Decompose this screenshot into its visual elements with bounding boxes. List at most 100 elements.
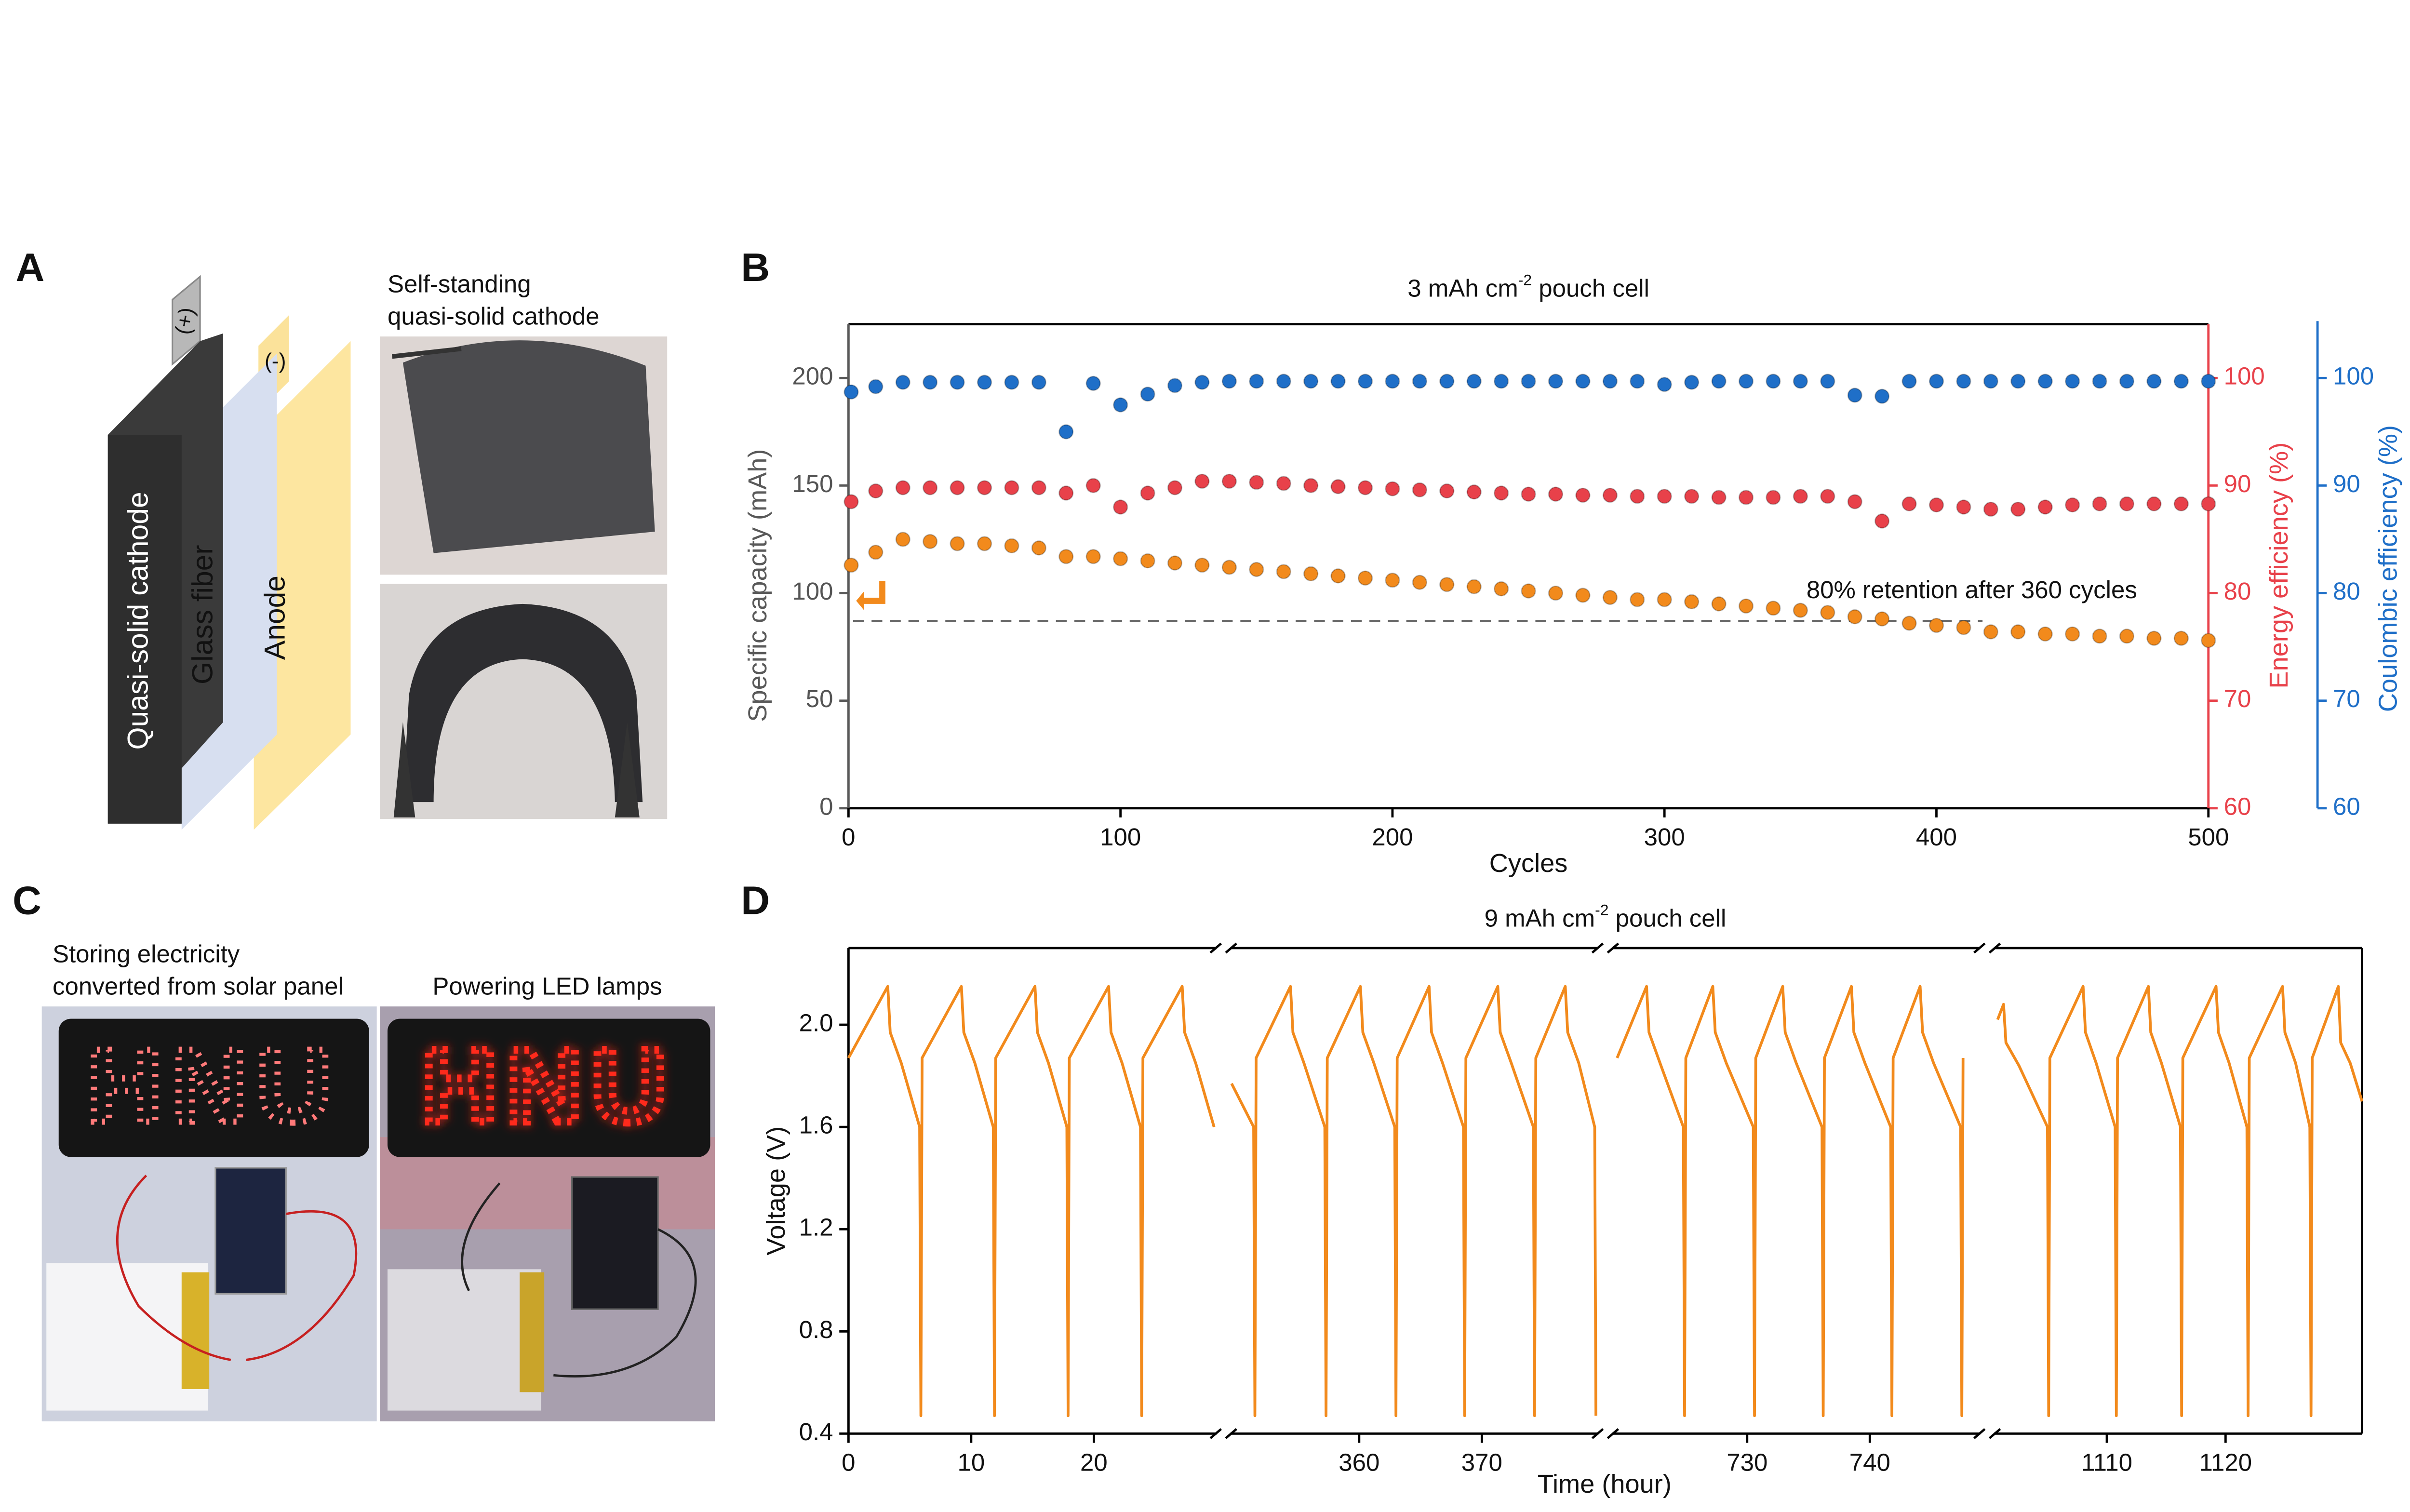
data-point <box>1820 489 1835 504</box>
data-point <box>1928 497 1944 513</box>
data-point <box>2065 626 2080 642</box>
data-point <box>2173 374 2189 389</box>
data-point <box>1466 374 1482 389</box>
terminal-label: (-) <box>265 349 286 373</box>
data-point <box>1466 484 1482 500</box>
x-tick-label: 200 <box>1372 823 1413 851</box>
photo-caption: quasi-solid cathode <box>388 302 599 330</box>
data-point <box>1901 616 1917 631</box>
data-point <box>1330 479 1346 495</box>
data-point <box>1412 374 1427 389</box>
panel-label: A <box>15 245 44 290</box>
data-point <box>1330 374 1346 389</box>
x-tick-label: 730 <box>1727 1449 1767 1476</box>
data-point <box>1194 473 1210 489</box>
data-point <box>1194 375 1210 390</box>
data-point <box>2173 496 2189 511</box>
data-point <box>1249 374 1264 389</box>
data-point <box>1113 397 1128 413</box>
data-point <box>1738 598 1754 614</box>
photo-caption: Storing electricity <box>53 940 240 967</box>
y3-tick-label: 90 <box>2333 470 2360 497</box>
sign-text: HNU <box>87 1027 341 1144</box>
title-sup: -2 <box>1518 271 1532 289</box>
x-axis-title: Cycles <box>1489 849 1568 878</box>
y-tick-label: 100 <box>792 577 833 605</box>
y2-tick-label: 100 <box>2224 362 2265 390</box>
data-point <box>1140 485 1155 501</box>
cell-diagram: (+) (-) Quasi-solid cathode Glass fiber … <box>107 275 351 830</box>
data-point <box>2065 497 2080 513</box>
title-text: 3 mAh cm <box>1407 275 1518 302</box>
x-tick-label: 500 <box>2188 823 2229 851</box>
x-tick-label: 20 <box>1080 1449 1108 1476</box>
data-point <box>923 534 938 549</box>
data-point <box>1630 592 1645 607</box>
data-point <box>1956 374 1971 389</box>
data-point <box>1684 375 1700 390</box>
y-tick-label: 1.2 <box>799 1214 833 1241</box>
y-tick-label: 0 <box>819 792 833 820</box>
x-tick-label: 360 <box>1339 1449 1379 1476</box>
data-point <box>1983 374 1998 389</box>
y2-tick-label: 90 <box>2224 470 2251 497</box>
panel-label: D <box>741 878 770 923</box>
cathode-layer <box>107 435 182 824</box>
data-point <box>1847 494 1862 509</box>
title-text: 9 mAh cm <box>1485 905 1595 932</box>
y-tick-label: 200 <box>792 362 833 390</box>
demo-photos: HNU HNU <box>41 1006 715 1421</box>
data-point <box>895 532 910 547</box>
data-point <box>2092 496 2107 511</box>
data-point <box>977 536 992 551</box>
data-point <box>1983 501 1998 517</box>
y2-tick-label: 70 <box>2224 685 2251 712</box>
data-point <box>1874 388 1890 404</box>
data-point <box>1113 499 1128 515</box>
data-point <box>1711 490 1727 505</box>
data-point <box>1521 486 1536 502</box>
axis-break <box>1209 1428 1222 1439</box>
data-point <box>895 480 910 495</box>
data-point <box>1602 374 1618 389</box>
x-tick-label: 100 <box>1100 823 1141 851</box>
data-point <box>1085 549 1101 564</box>
data-point <box>1928 617 1944 633</box>
data-point <box>1548 486 1564 502</box>
x-axis-title: Time (hour) <box>1538 1470 1672 1499</box>
solar-panel <box>214 1167 287 1295</box>
photo-caption: converted from solar panel <box>53 972 344 1000</box>
data-point <box>2010 374 2026 389</box>
data-point <box>2010 501 2026 517</box>
data-point <box>1847 388 1862 403</box>
data-point <box>1249 562 1264 577</box>
y3-tick-label: 70 <box>2333 685 2360 712</box>
data-point <box>1820 374 1835 389</box>
y-axis-title: Voltage (V) <box>762 1126 790 1256</box>
data-point <box>1249 475 1264 490</box>
data-point <box>1167 555 1183 571</box>
data-point <box>1221 473 1237 489</box>
data-point <box>1983 624 1998 640</box>
x-tick-label: 1120 <box>2199 1449 2252 1476</box>
data-point <box>1494 374 1509 389</box>
wire <box>116 1175 358 1361</box>
y-tick-label: 2.0 <box>799 1009 833 1037</box>
data-point <box>923 480 938 495</box>
panel-label: B <box>741 245 770 290</box>
data-point <box>1711 596 1727 612</box>
data-point <box>977 480 992 495</box>
title-text: pouch cell <box>1532 275 1649 302</box>
data-point <box>1140 387 1155 402</box>
wire <box>461 1182 697 1378</box>
data-point <box>868 483 884 499</box>
data-point <box>1385 573 1400 588</box>
data-point <box>1303 478 1319 494</box>
axis-break <box>1591 1428 1604 1439</box>
data-point <box>1548 585 1564 601</box>
data-point <box>1901 496 1917 511</box>
data-point <box>2173 630 2189 646</box>
layer-label: Glass fiber <box>186 545 219 684</box>
data-point <box>1276 564 1291 579</box>
